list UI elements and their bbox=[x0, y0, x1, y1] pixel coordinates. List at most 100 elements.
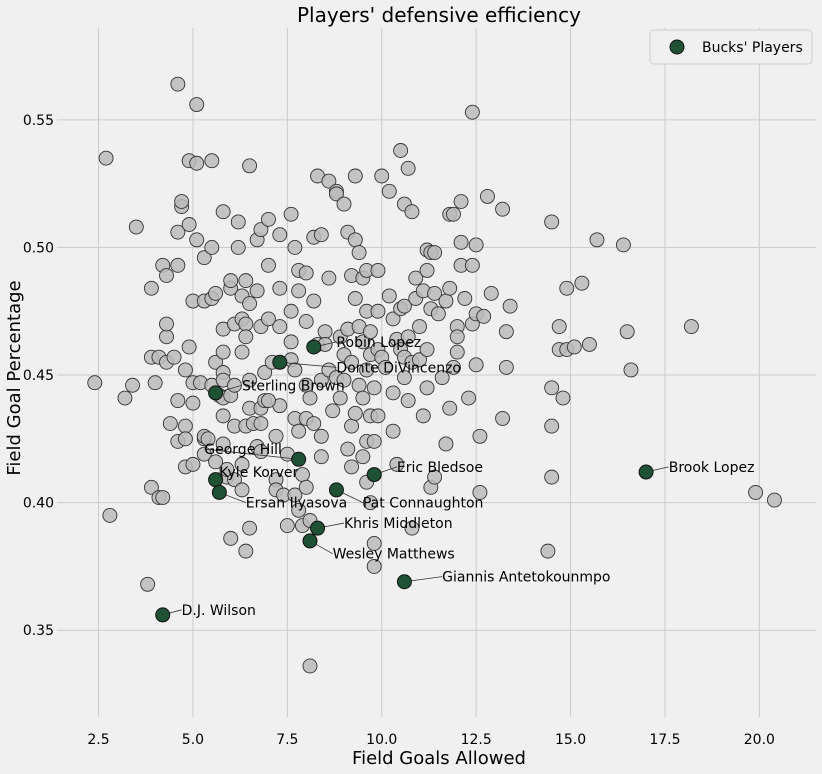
league-player-point bbox=[268, 428, 284, 444]
league-player-point bbox=[283, 206, 299, 222]
league-player-point bbox=[366, 558, 382, 574]
x-tick-label: 10.0 bbox=[366, 732, 397, 748]
league-player-point bbox=[125, 377, 140, 393]
league-player-point bbox=[234, 456, 250, 472]
player-annotation: D.J. Wilson bbox=[182, 603, 256, 619]
league-player-point bbox=[574, 275, 590, 291]
league-player-point bbox=[351, 377, 367, 393]
league-player-point bbox=[427, 285, 443, 301]
league-player-point bbox=[340, 441, 356, 457]
league-player-point bbox=[347, 405, 363, 421]
league-player-point bbox=[551, 319, 567, 335]
league-player-point bbox=[227, 472, 242, 488]
x-axis-label: Field Goals Allowed bbox=[352, 748, 526, 769]
league-player-point bbox=[257, 365, 273, 380]
league-player-point bbox=[189, 97, 205, 113]
league-player-point bbox=[238, 273, 254, 289]
league-player-point bbox=[355, 334, 371, 350]
league-player-point bbox=[544, 418, 560, 434]
league-player-point bbox=[230, 240, 246, 255]
league-player-point bbox=[170, 224, 186, 240]
player-annotation: Pat Connaughton bbox=[363, 496, 484, 512]
player-annotation: Brook Lopez bbox=[669, 460, 755, 476]
league-player-point bbox=[540, 543, 556, 559]
league-player-point bbox=[400, 329, 416, 345]
league-player-point bbox=[344, 459, 359, 475]
league-player-point bbox=[544, 214, 560, 230]
league-player-point bbox=[234, 344, 250, 360]
league-player-point bbox=[102, 507, 118, 523]
league-player-point bbox=[87, 375, 103, 391]
bucks-player-point bbox=[638, 464, 654, 480]
annotation-leader-line bbox=[204, 448, 299, 460]
league-player-point bbox=[589, 232, 605, 248]
x-tick-label: 20.0 bbox=[744, 732, 775, 748]
league-player-point bbox=[472, 484, 488, 500]
x-tick-label: 7.5 bbox=[276, 732, 298, 748]
league-player-point bbox=[683, 319, 699, 335]
league-player-point bbox=[208, 354, 224, 370]
league-player-point bbox=[359, 362, 375, 378]
league-player-point bbox=[174, 194, 190, 209]
league-player-point bbox=[204, 153, 220, 169]
player-annotation: Eric Bledsoe bbox=[397, 460, 483, 476]
league-player-point bbox=[566, 339, 582, 355]
legend-box bbox=[649, 29, 813, 65]
player-annotation: Giannis Antetokounmpo bbox=[442, 570, 610, 586]
league-player-point bbox=[449, 329, 465, 345]
y-tick-label: 0.50 bbox=[23, 240, 54, 256]
league-player-point bbox=[427, 245, 443, 261]
league-player-point bbox=[215, 204, 231, 220]
league-player-point bbox=[321, 173, 337, 189]
league-player-point bbox=[208, 285, 224, 301]
league-player-point bbox=[321, 270, 337, 286]
league-player-point bbox=[381, 288, 397, 304]
league-player-point bbox=[298, 265, 314, 281]
league-player-point bbox=[177, 362, 193, 378]
league-player-point bbox=[544, 469, 560, 485]
league-player-point bbox=[498, 359, 514, 375]
legend-label: Bucks' Players bbox=[702, 40, 803, 56]
league-player-point bbox=[366, 536, 382, 551]
league-player-point bbox=[143, 280, 159, 296]
league-player-point bbox=[615, 237, 631, 253]
league-player-point bbox=[143, 479, 159, 495]
league-player-point bbox=[302, 658, 318, 674]
league-player-point bbox=[238, 329, 254, 345]
league-player-point bbox=[623, 362, 639, 378]
league-player-point bbox=[559, 280, 575, 296]
league-player-point bbox=[495, 410, 511, 426]
player-annotation: Sterling Brown bbox=[242, 378, 345, 394]
league-player-point bbox=[261, 311, 276, 327]
league-player-point bbox=[336, 196, 352, 212]
league-player-point bbox=[238, 316, 254, 332]
league-player-point bbox=[385, 385, 401, 401]
league-player-point bbox=[253, 416, 269, 431]
league-player-point bbox=[381, 183, 397, 199]
y-tick-label: 0.35 bbox=[23, 623, 54, 639]
bucks-player-point bbox=[302, 533, 318, 549]
league-player-point bbox=[313, 428, 329, 444]
league-player-point bbox=[196, 446, 212, 462]
league-player-point bbox=[159, 329, 174, 345]
league-player-point bbox=[242, 520, 258, 536]
y-axis-label: Field Goal Percentage bbox=[4, 280, 25, 475]
league-player-point bbox=[219, 462, 235, 477]
league-player-point bbox=[370, 262, 386, 278]
league-player-point bbox=[619, 324, 635, 340]
league-player-point bbox=[159, 316, 174, 332]
league-player-point bbox=[170, 257, 186, 273]
league-player-point bbox=[238, 543, 254, 559]
bucks-player-point bbox=[155, 607, 171, 623]
league-player-point bbox=[355, 390, 371, 406]
league-player-point bbox=[166, 349, 182, 365]
league-player-point bbox=[344, 418, 359, 434]
bucks-player-point bbox=[328, 482, 344, 498]
league-player-point bbox=[185, 456, 201, 472]
league-player-point bbox=[442, 280, 458, 296]
league-player-point bbox=[544, 380, 560, 396]
league-player-point bbox=[98, 150, 114, 166]
league-player-point bbox=[412, 319, 427, 335]
annotation-leader-line bbox=[279, 361, 337, 368]
